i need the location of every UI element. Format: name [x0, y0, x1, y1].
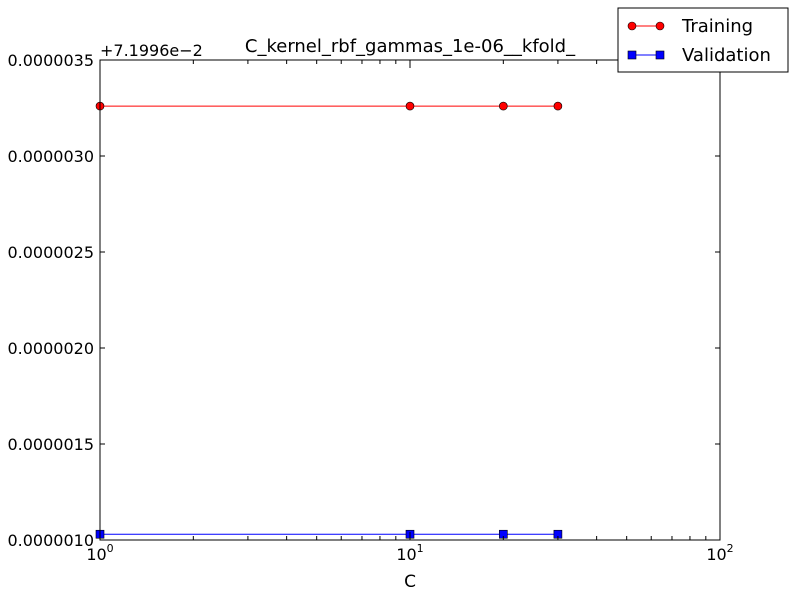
legend-label: Training	[681, 16, 753, 37]
legend-marker	[655, 50, 665, 60]
legend: Training Validation	[617, 7, 789, 73]
y-tick-label: 0.0000030	[7, 147, 94, 166]
chart-title: C_kernel_rbf_gammas_1e-06__kfold_	[245, 36, 576, 57]
y-tick-label: 0.0000035	[7, 51, 94, 70]
legend-box	[617, 7, 789, 73]
y-tick-label: 0.0000010	[7, 531, 94, 550]
legend-label: Validation	[682, 45, 771, 66]
legend-marker	[627, 50, 637, 60]
ticks-layer: 0.0000010 0.0000015 0.0000020 0.0000025 0.00…	[7, 51, 733, 564]
x-tick-label: 100	[86, 542, 113, 564]
plot-layer	[95, 101, 563, 539]
x-tick-label: 102	[706, 542, 733, 564]
data-point-training	[405, 101, 415, 111]
y-tick-label: 0.0000020	[7, 339, 94, 358]
x-tick-label: 101	[396, 542, 423, 564]
x-axis-label: C	[404, 572, 416, 592]
y-tick-label: 0.0000025	[7, 243, 94, 262]
legend-marker	[627, 21, 637, 31]
y-tick-label: 0.0000015	[7, 435, 94, 454]
y-offset-text: +7.1996e−2	[100, 41, 203, 60]
legend-marker	[655, 21, 665, 31]
data-point-training	[499, 101, 508, 111]
data-point-training	[553, 101, 563, 111]
